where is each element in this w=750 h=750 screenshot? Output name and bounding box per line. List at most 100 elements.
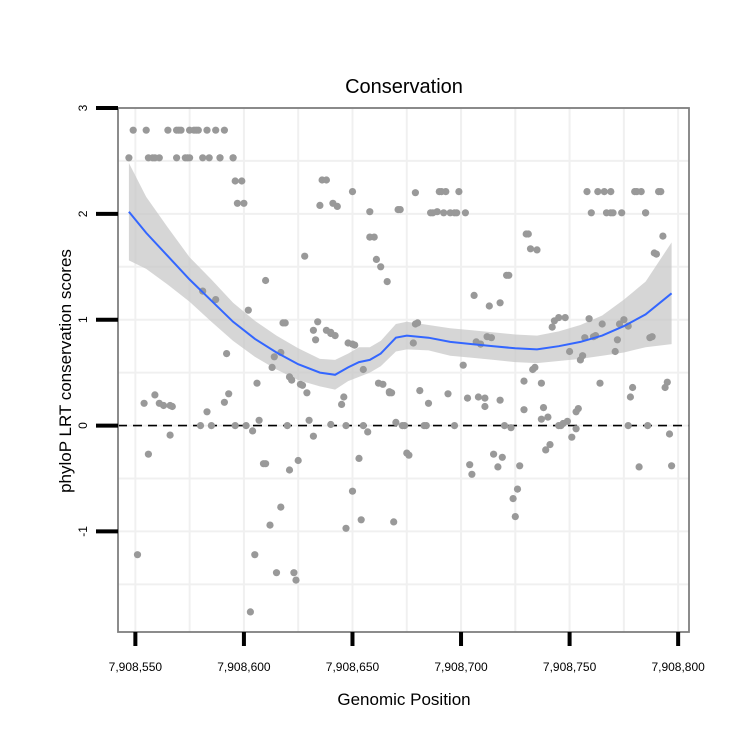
data-point [533,246,541,254]
data-point [357,516,365,524]
data-point [496,396,504,404]
data-point [340,393,348,401]
data-point [207,422,215,430]
data-point [277,503,285,511]
data-point [342,524,350,532]
data-point [411,189,419,197]
data-point [155,154,163,162]
data-point [513,485,522,493]
data-point [233,199,241,207]
data-point [388,389,396,397]
data-point [314,318,322,326]
data-point [173,154,181,162]
data-point [642,209,650,217]
data-point [390,518,398,526]
y-tick-label: -1 [76,526,90,537]
data-point [416,387,424,395]
data-point [648,333,656,341]
data-point [364,428,372,436]
data-point [665,430,674,438]
data-point [461,209,469,217]
data-point [487,334,495,342]
data-point [481,402,489,411]
smooth-line [128,211,673,376]
data-point [524,230,532,238]
y-axis-label: phyloP LRT conservation scores [56,249,75,493]
x-tick-label: 7,908,600 [217,660,271,674]
confidence-band [128,163,672,390]
data-point [442,188,450,196]
data-point [563,417,572,425]
y-axis: -1 0 1 2 3 [76,104,118,537]
data-point [246,608,254,616]
data-point [424,399,433,407]
data-point [507,424,515,432]
data-point [305,416,313,424]
x-tick-label: 7,908,700 [434,660,488,674]
data-point [370,233,378,241]
data-point [607,188,615,196]
data-point [579,352,587,360]
data-point [485,302,493,310]
data-point [668,462,676,470]
data-point [544,413,552,421]
data-point [652,250,661,258]
y-tick-label: 2 [76,210,90,217]
data-point [566,347,574,356]
x-axis-label: Genomic Position [337,690,470,709]
data-point [216,154,224,162]
data-point [455,188,463,196]
x-tick-label: 7,908,650 [326,660,380,674]
y-tick-label: 0 [76,422,90,429]
chart-title: Conservation [345,76,463,98]
data-point [372,255,380,263]
data-point [585,315,593,323]
data-point [637,188,645,196]
data-point [561,314,569,322]
data-point [151,391,159,399]
data-point [244,306,252,314]
data-point [359,365,367,374]
data-point [240,199,248,207]
data-point [366,208,374,216]
data-point [572,425,580,433]
data-point [405,451,413,459]
data-point [537,415,546,423]
data-point [186,154,194,162]
data-point [516,462,524,470]
data-point [396,206,404,214]
data-point [574,405,582,413]
data-point [615,320,624,328]
data-point [542,446,550,454]
data-point [450,422,459,430]
data-point [598,320,606,328]
data-point [262,460,270,468]
data-point [294,456,302,465]
data-point [298,381,307,389]
data-point [144,450,152,458]
data-point [520,377,528,385]
data-point [231,422,239,430]
data-point [359,422,367,430]
data-point [285,466,294,474]
x-tick-label: 7,908,750 [543,660,597,674]
data-point [583,188,591,196]
data-point [225,390,233,398]
data-point [199,154,207,162]
data-point [303,389,311,397]
data-point [644,422,652,430]
data-point [322,176,330,184]
data-point [611,347,619,356]
data-point [253,379,261,387]
data-point [626,393,635,401]
panel-border [117,107,690,633]
data-point [203,408,211,416]
y-tick-label: 3 [76,104,90,111]
data-point [223,350,231,358]
data-point [355,454,363,462]
data-point [463,394,472,402]
data-point [613,336,622,344]
data-point [539,404,548,412]
data-point [327,420,335,429]
